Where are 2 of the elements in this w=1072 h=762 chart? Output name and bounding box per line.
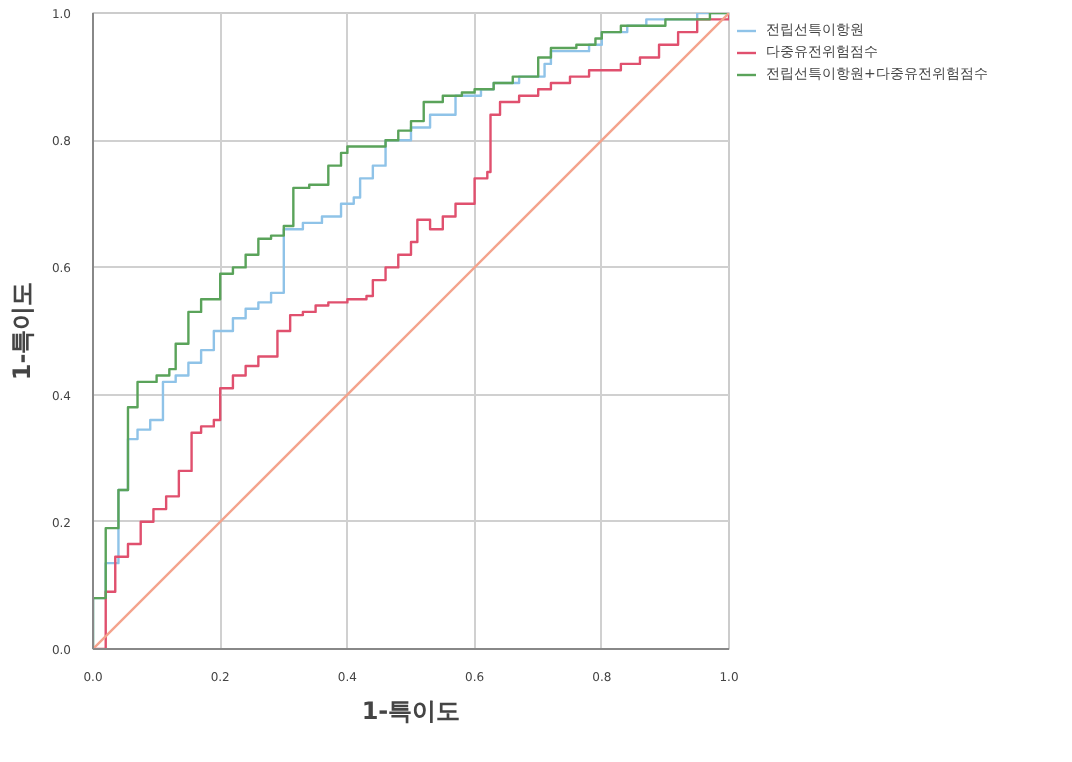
x-axis-title: 1-특이도	[361, 697, 461, 725]
y-axis-title: 1-특이도	[7, 281, 36, 381]
